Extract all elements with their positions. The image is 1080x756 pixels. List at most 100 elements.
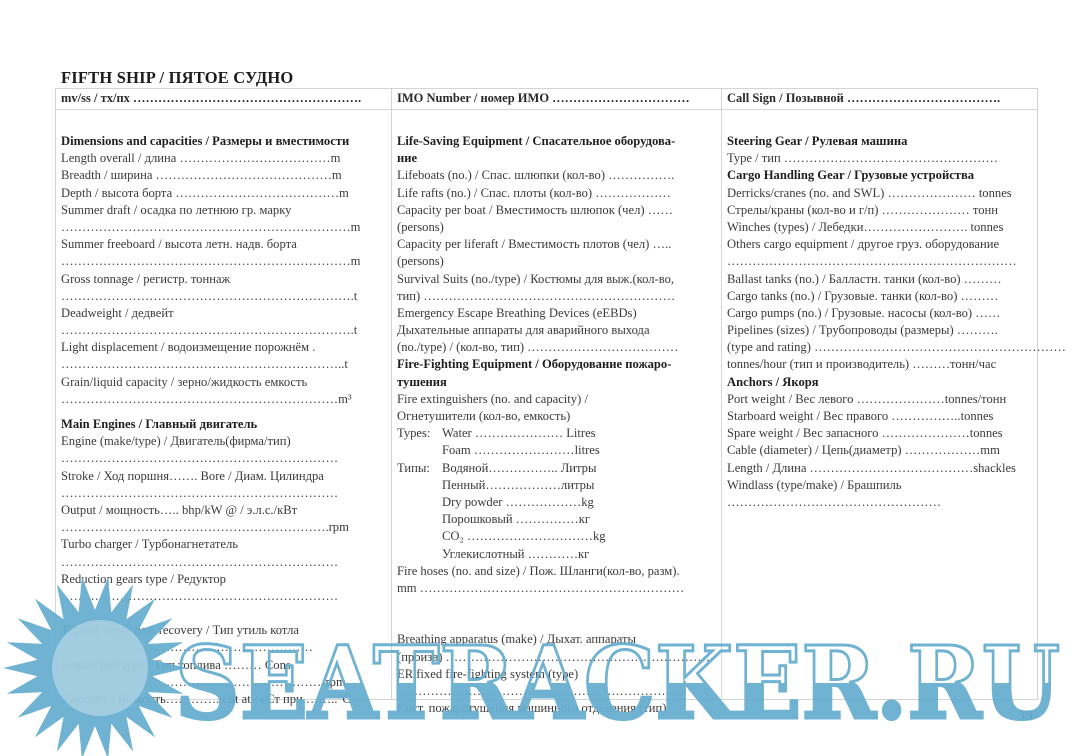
line-text[interactable]: Ballast tanks (no.) / Балластн. танки (к… [727, 271, 1002, 286]
line-text[interactable]: Grain/liquid capacity / зерно/жидкость е… [61, 374, 308, 389]
call-sign-field[interactable]: Call Sign / Позывной ………………………………. [727, 91, 1001, 105]
line-text[interactable]: Дыхательные аппараты для аварийного выхо… [397, 323, 650, 338]
line-text[interactable]: …………………………………………………………..t [61, 357, 348, 372]
line-text[interactable]: ………………………………………………………… [61, 485, 339, 500]
line-text[interactable]: Порошковый ……………кг [442, 512, 591, 527]
line-text[interactable]: Port weight / Вес левого …………………tonnes/т… [727, 391, 1007, 406]
line-text[interactable]: Пенный………………литры [442, 477, 595, 492]
form-line: Types: Water ………………… Litres [397, 425, 721, 442]
form-line: ………………………………………………………… [61, 588, 391, 605]
line-text[interactable]: Output / мощность….. bhp/kW @ / э.л.с./к… [61, 502, 298, 517]
form-line: Spare weight / Вес запасного …………………tonn… [727, 425, 1038, 442]
line-text[interactable]: Foam ……………………litres [442, 443, 600, 458]
vessel-name-field[interactable]: mv/ss / тх/пх ………………………………………………. [61, 91, 362, 105]
line-text: тушения [397, 374, 447, 389]
line-text[interactable]: …………………………………………………………… [397, 684, 687, 698]
line-text[interactable]: Deadweight / дедвейт [61, 305, 174, 320]
line-text[interactable]: Viscosity / Вязкость…………..cSt at / сСт п… [61, 692, 351, 706]
line-text[interactable]: Capacity per liferaft / Вместимость плот… [397, 237, 672, 252]
line-text[interactable]: Стрелы/краны (кол-во и г/п) ………………… тонн [727, 202, 999, 217]
line-text[interactable]: ………………………………………………………… [61, 588, 339, 603]
spacer [61, 408, 391, 416]
line-text[interactable]: Gross tonnage / регистр. тоннаж [61, 271, 231, 286]
section-heading: Dimensions and capacities / Размеры и вм… [61, 133, 391, 150]
line-text[interactable]: …………………………………………………………….t [61, 323, 358, 338]
line-text[interactable]: Stroke / Ход поршня……. Bore / Диам. Цили… [61, 468, 324, 483]
line-text[interactable]: …………………………………………………………m³ [61, 391, 352, 406]
line-text[interactable]: Winches (types) / Лебедки……………………. tonne… [727, 219, 1004, 234]
form-line: Cargo tanks (no.) / Грузовые. танки (кол… [727, 288, 1038, 305]
line-text[interactable]: Summer draft / осадка по летнюю гр. марк… [61, 202, 292, 217]
line-text[interactable]: …………………………………………………… [61, 640, 313, 655]
line-text[interactable]: (persons) [397, 219, 444, 234]
line-text[interactable]: ………………………………………………………… [61, 554, 339, 569]
line-text[interactable]: Survival Suits (no./type) / Костюмы для … [397, 271, 675, 286]
line-text[interactable]: Length overall / длина ………………………………m [61, 151, 341, 166]
line-text[interactable]: Lifeboats (no.) / Спас. шлюпки (кол-во) … [397, 168, 675, 183]
form-line: (persons) [397, 219, 721, 236]
imo-number-field[interactable]: IMO Number / номер ИМО …………………………… [397, 91, 690, 105]
line-text[interactable]: ……………………………………………………………m [61, 219, 361, 234]
form-line: …………………………………………… [727, 494, 1038, 511]
line-text[interactable]: Cable (diameter) / Цепь(диаметр) ………………m… [727, 443, 1000, 458]
line-text[interactable]: ……………………………………………………….rpm [61, 520, 349, 535]
line-text[interactable]: Depth / высота борта …………………………………m [61, 185, 349, 200]
line-text[interactable]: Водяной…………….. Литры [442, 460, 597, 475]
line-text[interactable]: тип) …………………………………………………… [397, 288, 676, 303]
line-text[interactable]: ………………………………………………………rpm [61, 674, 346, 689]
line-text[interactable]: Life rafts (no.) / Спас. плоты (кол-во) … [397, 185, 671, 200]
line-text[interactable]: ……………………………………………………………m [61, 254, 361, 269]
line-text[interactable]: ………………………………………………………… [61, 451, 339, 466]
line-text[interactable]: tonnes/hour (тип и производитель) ………тон… [727, 357, 997, 372]
form-line: Capacity per boat / Вместимость шлюпок (… [397, 202, 721, 219]
line-text[interactable]: Windlass (type/make) / Брашпиль [727, 477, 902, 492]
line-text[interactable]: Type / тип …………………………………………… [727, 151, 999, 166]
line-text[interactable]: CO₂ …………………………kg [442, 529, 606, 544]
line-text[interactable]: Starboard weight / Вес правого ……………..to… [727, 409, 994, 423]
line-text[interactable]: Fire extinguishers (no. and capacity) / [397, 391, 588, 406]
line-text[interactable]: Spare weight / Вес запасного …………………tonn… [727, 426, 1003, 441]
line-text[interactable]: …………………………………………………………… [727, 254, 1017, 269]
line-text[interactable]: Сист. пожаротушения машинного отделения … [397, 701, 667, 716]
line-text[interactable]: Turbo charger / Турбонагнетатель [61, 537, 239, 552]
line-text[interactable]: (type and rating) …………………………………………………… [727, 340, 1066, 355]
line-text[interactable]: Углекислотный …………кг [442, 546, 590, 561]
line-text[interactable]: Summer freeboard / высота летн. надв. бо… [61, 237, 297, 252]
line-text[interactable]: Length / Длина …………………………………shackles [727, 460, 1016, 475]
form-line: Breathing apparatus (make) / Дыхат. аппа… [397, 631, 721, 648]
line-text[interactable]: Breadth / ширина ……………………………………m [61, 168, 342, 183]
line-text[interactable]: Emergency Escape Breathing Devices (eEBD… [397, 305, 637, 320]
line-text[interactable]: Pipelines (sizes) / Трубопроводы (размер… [727, 323, 998, 338]
form-line: Reduction gears type / Редуктор [61, 571, 391, 588]
form-line: Port weight / Вес левого …………………tonnes/т… [727, 391, 1038, 408]
line-text[interactable]: Cargo tanks (no.) / Грузовые. танки (кол… [727, 288, 999, 303]
form-line: Survival Suits (no./type) / Костюмы для … [397, 271, 721, 288]
line-text[interactable]: Reduction gears type / Редуктор [61, 571, 226, 586]
line-text[interactable]: Type of waste heat recovery / Тип утиль … [61, 623, 299, 638]
line-text[interactable]: Огнетушители (кол-во, емкость) [397, 409, 571, 423]
line-text[interactable]: (no./type) / (кол-во, тип) ……………………………… [397, 340, 679, 355]
line-text[interactable]: …………………………………………………………….t [61, 288, 358, 303]
line-text[interactable]: Derricks/cranes (no. and SWL) ………………… to… [727, 185, 1012, 200]
form-line: …………………………………………………………….t [61, 322, 391, 339]
line-text[interactable]: Capacity per boat / Вместимость шлюпок (… [397, 202, 673, 217]
line-text[interactable]: Dry powder ………………kg [442, 494, 594, 509]
line-text[interactable]: Water ………………… Litres [442, 426, 596, 441]
line-text[interactable]: ER fixed fire-fighting system (type) [397, 666, 579, 681]
line-text[interactable]: Breathing apparatus (make) / Дыхат. аппа… [397, 632, 636, 647]
form-line: tonnes/hour (тип и производитель) ………тон… [727, 356, 1038, 373]
section-heading: Steering Gear / Рулевая машина [727, 133, 1038, 150]
line-text[interactable]: Cargo pumps (no.) / Грузовые. насосы (ко… [727, 305, 1001, 320]
line-text: Main Engines / Главный двигатель [61, 417, 258, 431]
line-text[interactable]: Fire hoses (no. and size) / Пож. Шланги(… [397, 563, 680, 578]
line-text[interactable]: Engine fuel type / Тип топлива ……… Cons [61, 657, 291, 672]
form-line: ………………………………………………………… [61, 485, 391, 502]
line-text[interactable]: mm ……………………………………………………… [397, 580, 685, 595]
line-text[interactable]: (persons) [397, 254, 444, 269]
line-text[interactable]: Engine (make/type) / Двигатель(фирма/тип… [61, 434, 291, 449]
line-text[interactable]: Light displacement / водоизмещение порож… [61, 340, 316, 355]
line-text[interactable]: Others cargo equipment / другое груз. об… [727, 237, 1000, 252]
line-text[interactable]: …………………………………………… [727, 494, 942, 509]
line-text[interactable]: (произв) ……………………………………………………… [397, 649, 710, 664]
form-line: Пенный………………литры [397, 477, 721, 494]
